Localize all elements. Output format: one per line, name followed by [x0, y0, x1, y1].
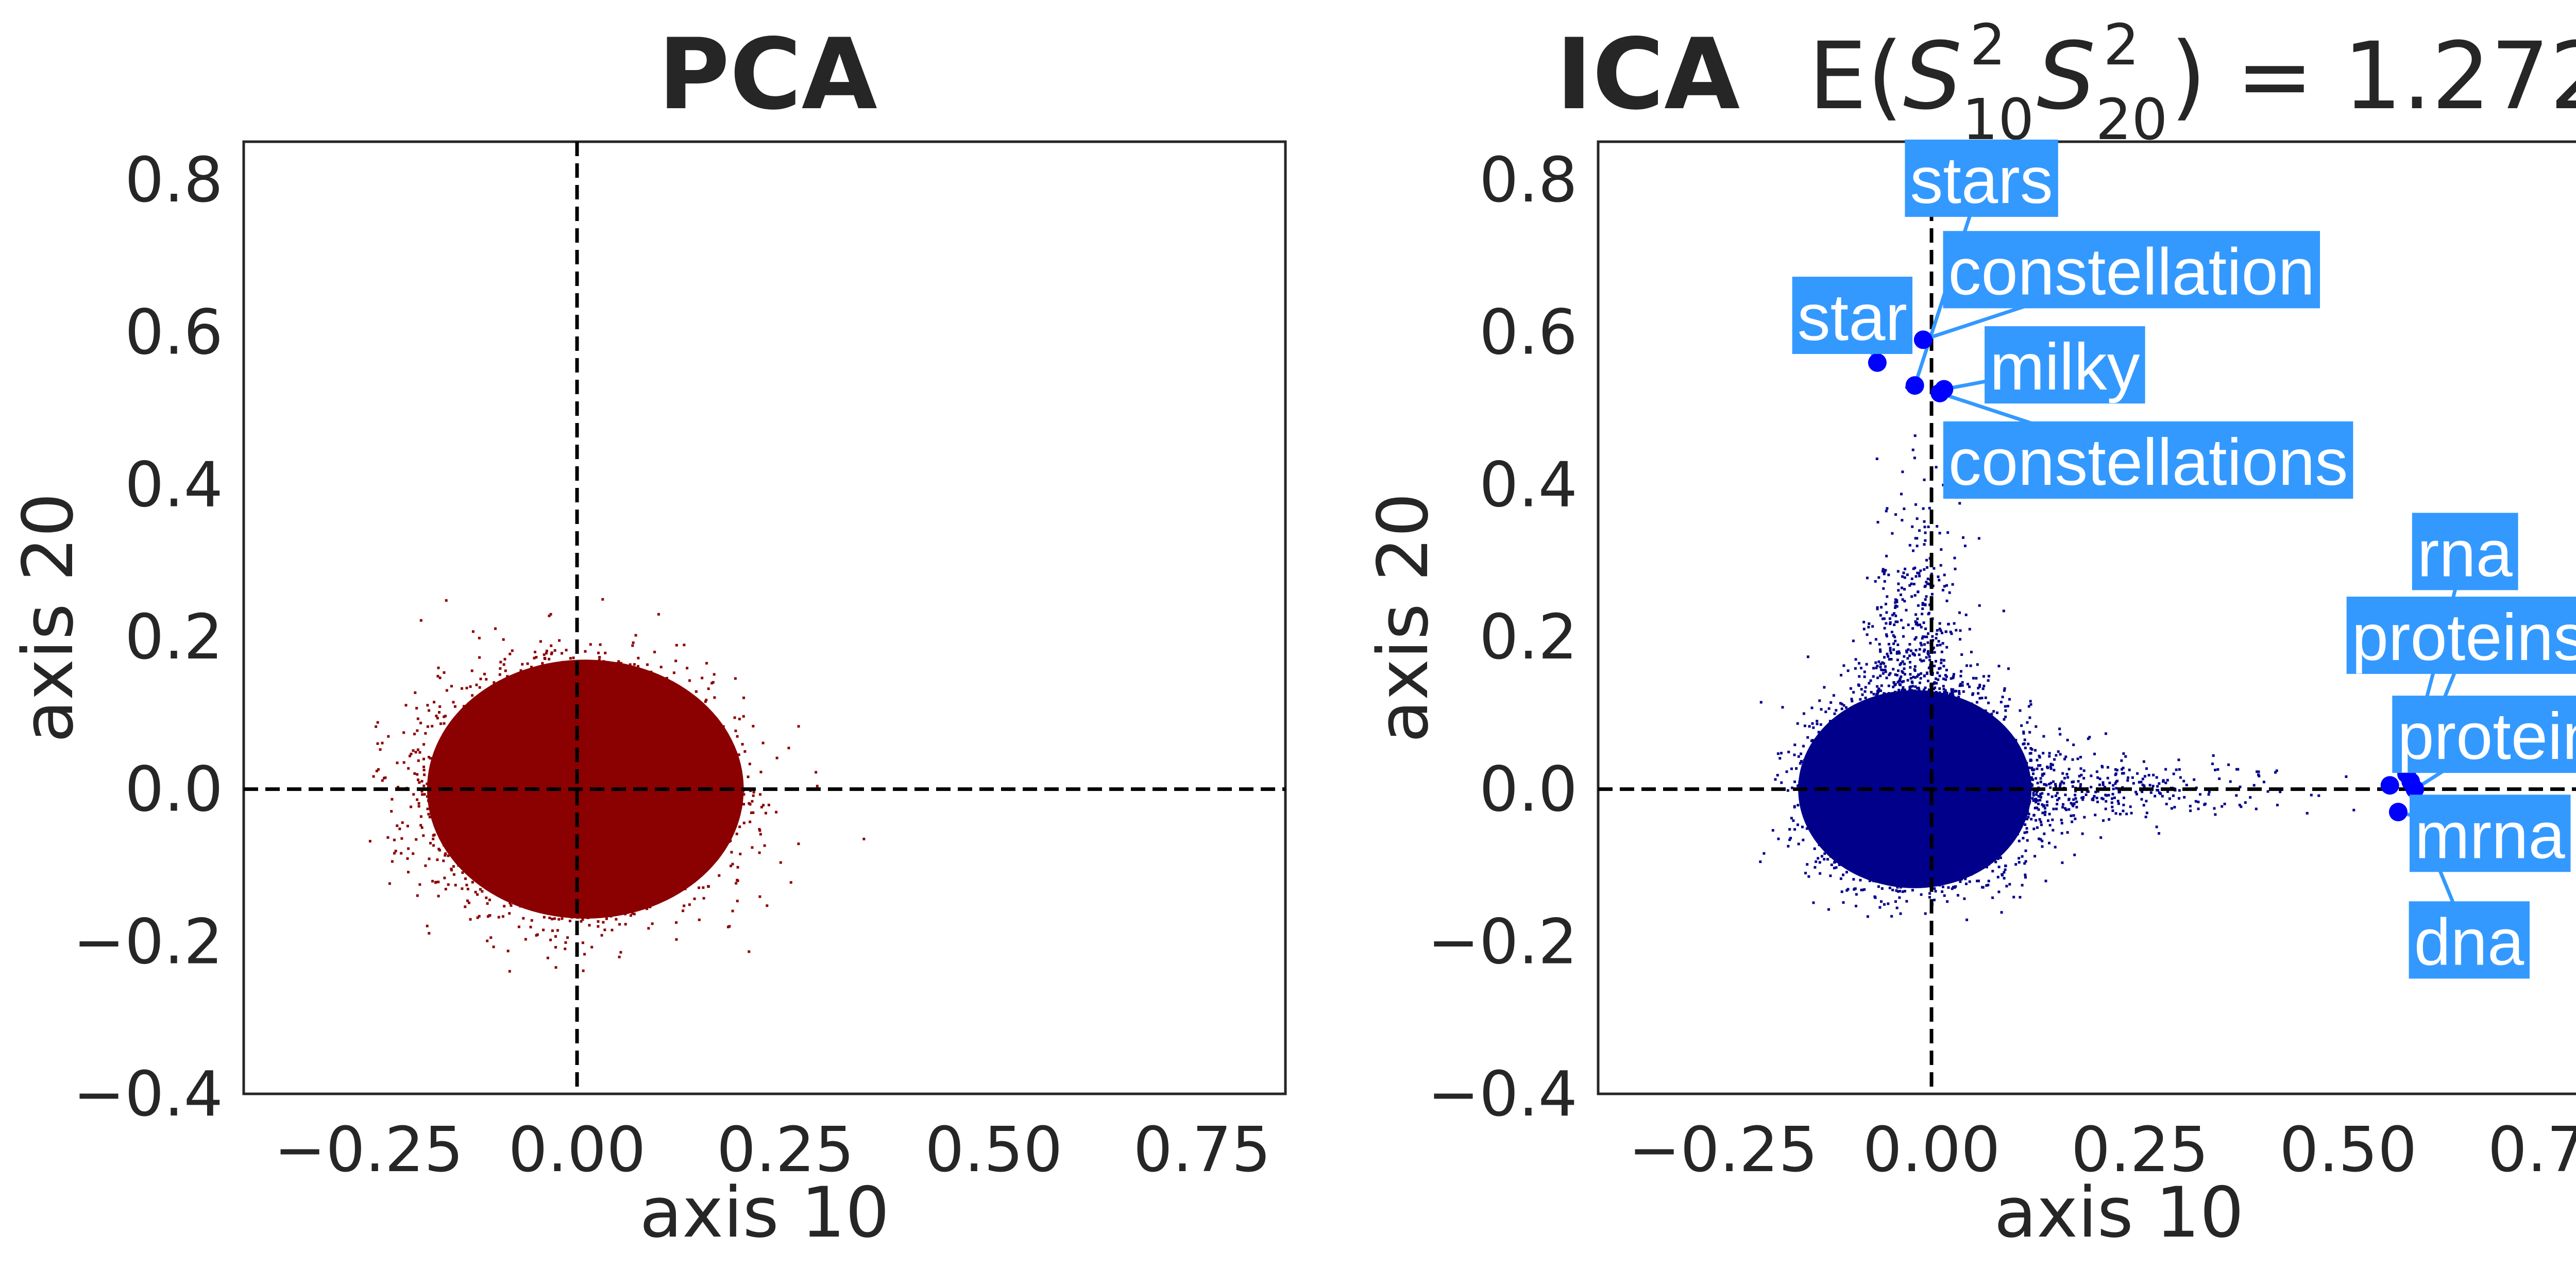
word-label-box: [2409, 901, 2530, 979]
y-tick-label: 0.6: [1479, 297, 1578, 369]
word-label: dna: [2409, 901, 2530, 979]
y-tick-label: 0.4: [1479, 449, 1578, 521]
x-tick-label: 0.50: [2279, 1114, 2417, 1186]
y-tick-label: 0.0: [1479, 754, 1578, 826]
y-tick-label: 0.8: [1479, 145, 1578, 216]
word-label: constellation: [1943, 231, 2320, 309]
word-label-box: [1985, 326, 2145, 404]
word-label: constellations: [1943, 421, 2353, 499]
word-label-box: [1792, 277, 1913, 354]
highlight-point: [1930, 383, 1950, 402]
pca-reference-lines: [244, 142, 1285, 1094]
word-label-text: constellations: [1948, 426, 2348, 499]
word-label-box: [1943, 231, 2320, 309]
pca-panel: PCA −0.25 0.00 0.25 0.50 0.75 −0.4 −0.2 0.0 0.2…: [8, 18, 1287, 1253]
ica-word-labels: stars constellation star milky constellation…: [1792, 139, 2576, 979]
x-tick-label: 0.75: [1133, 1114, 1271, 1186]
ica-y-ticks: −0.4 −0.2 0.0 0.2 0.4 0.6 0.8: [1428, 145, 1578, 1130]
highlight-point: [2405, 780, 2425, 799]
y-tick-label: −0.4: [1428, 1059, 1578, 1130]
pca-plot-area: [242, 140, 1287, 1095]
x-tick-label: 0.50: [925, 1114, 1062, 1186]
word-label: rna: [2412, 513, 2518, 590]
ica-ylabel: axis 20: [1363, 493, 1444, 742]
y-tick-label: −0.2: [1428, 906, 1578, 978]
word-label-text: proteins: [2352, 601, 2576, 674]
y-tick-label: −0.4: [73, 1059, 223, 1130]
highlight-point: [1868, 353, 1887, 372]
highlight-point: [1913, 330, 1933, 349]
x-tick-label: −0.25: [1629, 1114, 1818, 1186]
pca-xlabel: axis 10: [639, 1172, 889, 1253]
word-label-box: [2346, 596, 2576, 674]
pca-x-ticks: −0.25 0.00 0.25 0.50 0.75: [274, 1114, 1271, 1186]
ica-stat-value: 1.272: [2343, 23, 2576, 130]
word-label: protein: [2392, 696, 2576, 773]
y-tick-label: 0.8: [125, 145, 223, 216]
highlight-point: [2388, 802, 2408, 821]
word-label-text: constellation: [1948, 235, 2315, 309]
highlight-point: [2380, 776, 2399, 795]
word-label-box: [2410, 794, 2571, 872]
x-tick-label: 0.00: [1862, 1114, 2000, 1186]
pca-points: [368, 598, 866, 973]
y-tick-label: 0.6: [125, 297, 223, 369]
word-label-text: star: [1798, 281, 1907, 354]
word-label: proteins: [2346, 596, 2576, 674]
word-label-text: stars: [1910, 144, 2053, 217]
word-label: milky: [1985, 326, 2145, 404]
pca-y-ticks: −0.4 −0.2 0.0 0.2 0.4 0.6 0.8: [73, 145, 223, 1130]
word-label: stars: [1905, 139, 2058, 217]
y-tick-label: 0.4: [125, 449, 223, 521]
dense-core: [427, 660, 744, 919]
word-label: mrna: [2410, 794, 2571, 872]
y-tick-label: 0.2: [1479, 602, 1578, 673]
word-label-text: mrna: [2415, 799, 2565, 872]
word-label-box: [2412, 513, 2518, 590]
word-label-text: milky: [1990, 330, 2140, 404]
word-label-box: [1943, 421, 2353, 499]
word-label: star: [1792, 277, 1913, 354]
x-tick-label: 0.75: [2488, 1114, 2576, 1186]
x-tick-label: 0.25: [717, 1114, 854, 1186]
x-tick-label: 0.25: [2071, 1114, 2209, 1186]
word-label-text: protein: [2397, 700, 2576, 773]
ica-reference-lines: [1598, 142, 2576, 1094]
pca-title: PCA: [658, 18, 877, 131]
x-tick-label: −0.25: [274, 1114, 464, 1186]
word-label-box: [1905, 139, 2058, 217]
ica-title: ICA: [1556, 18, 1740, 131]
word-label-text: dna: [2414, 905, 2524, 979]
y-tick-label: 0.0: [125, 754, 223, 826]
word-label-text: rna: [2417, 517, 2513, 590]
ica-xlabel: axis 10: [1994, 1172, 2244, 1253]
x-tick-label: 0.00: [508, 1114, 646, 1186]
ica-x-ticks: −0.25 0.00 0.25 0.50 0.75: [1629, 1114, 2576, 1186]
word-label-box: [2392, 696, 2576, 773]
y-tick-label: −0.2: [73, 906, 223, 978]
highlight-point: [1905, 376, 1924, 395]
pca-ylabel: axis 20: [8, 493, 89, 742]
y-tick-label: 0.2: [125, 602, 223, 673]
